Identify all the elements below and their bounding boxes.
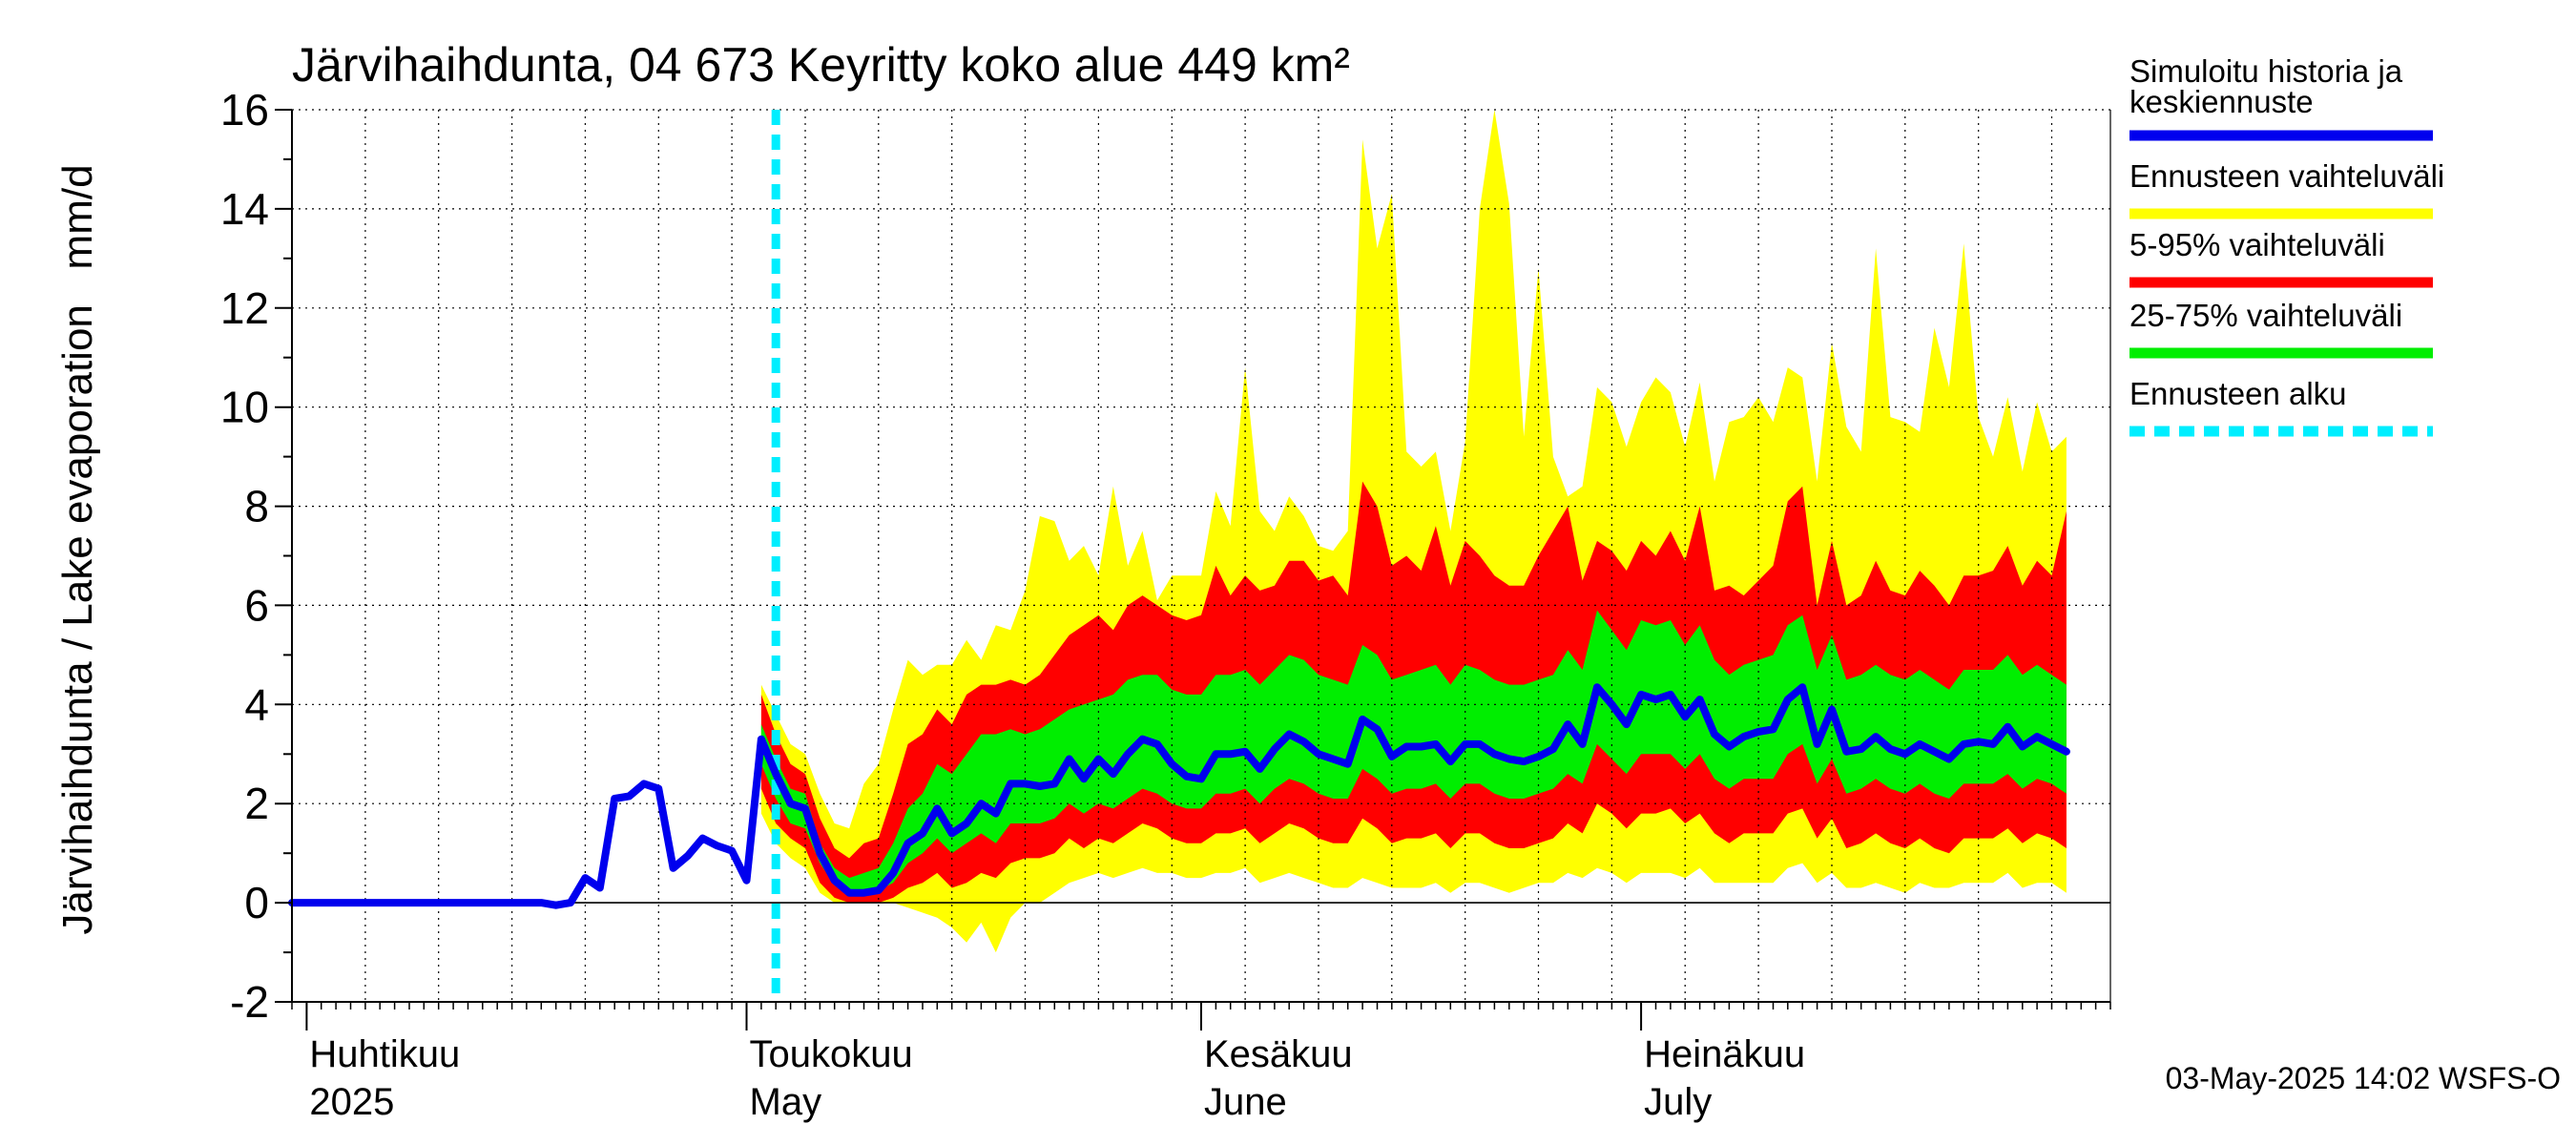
legend-label: Ennusteen alku — [2129, 376, 2347, 411]
y-tick-label: 2 — [244, 779, 269, 828]
legend-label: 5-95% vaihteluväli — [2129, 227, 2385, 262]
x-month-label: Toukokuu — [750, 1033, 913, 1075]
x-month-sublabel: July — [1644, 1081, 1712, 1123]
y-tick-label: 14 — [220, 184, 269, 234]
median-line — [288, 683, 2070, 909]
legend-label: keskiennuste — [2129, 84, 2314, 119]
legend-label: Ennusteen vaihteluväli — [2129, 158, 2444, 194]
y-tick-label: 12 — [220, 283, 269, 333]
legend-label: 25-75% vaihteluväli — [2129, 298, 2402, 333]
footer-timestamp: 03-May-2025 14:02 WSFS-O — [2166, 1061, 2561, 1095]
p25-p75-band — [760, 610, 2067, 893]
y-tick-label: 6 — [244, 580, 269, 630]
y-tick-label: 10 — [220, 383, 269, 432]
y-axis-label: Järvihaihdunta / Lake evaporation mm/d — [54, 164, 101, 934]
y-tick-label: 0 — [244, 878, 269, 927]
y-tick-label: -2 — [230, 977, 269, 1027]
y-tick-label: 16 — [220, 85, 269, 135]
axes: -2 0 2 4 6 8 10 12 14 16 Huhtikuu 2025 Toukokuu May Ke… — [220, 85, 2111, 1123]
y-tick-label: 4 — [244, 679, 269, 729]
legend-label: Simuloitu historia ja — [2129, 53, 2403, 89]
x-month-sublabel: June — [1204, 1081, 1287, 1123]
series-lines — [288, 110, 2070, 1002]
x-month-label: Huhtikuu — [309, 1033, 460, 1075]
x-month-label: Kesäkuu — [1204, 1033, 1353, 1075]
chart-title: Järvihaihdunta, 04 673 Keyritty koko alu… — [292, 38, 1350, 92]
y-tick-label: 8 — [244, 482, 269, 531]
x-month-sublabel: 2025 — [309, 1081, 394, 1123]
x-month-sublabel: May — [750, 1081, 822, 1123]
x-month-label: Heinäkuu — [1644, 1033, 1805, 1075]
